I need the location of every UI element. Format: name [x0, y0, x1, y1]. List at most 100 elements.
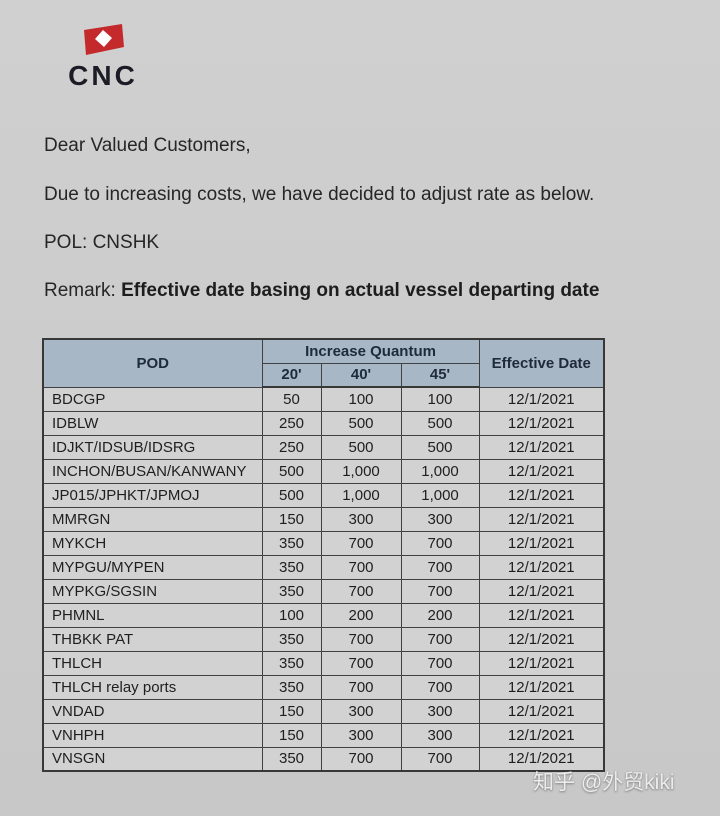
remark-text: Remark: Effective date basing on actual …	[44, 280, 599, 302]
cell-pod: VNHPH	[42, 722, 263, 748]
cell-date: 12/1/2021	[478, 482, 605, 508]
cell-q45: 500	[400, 410, 480, 436]
zhihu-watermark: 知乎 @外贸kiki	[533, 771, 675, 794]
cell-pod: IDBLW	[42, 410, 263, 436]
cell-q45: 500	[400, 434, 480, 460]
greeting-text: Dear Valued Customers,	[44, 135, 251, 156]
cell-q40: 300	[320, 506, 402, 532]
cell-q40: 500	[320, 410, 402, 436]
cell-q20: 250	[261, 410, 322, 436]
cell-q40: 700	[320, 530, 402, 556]
cell-q40: 200	[320, 602, 402, 628]
remark-bold-text: Effective date basing on actual vessel d…	[121, 280, 600, 301]
cell-q40: 1,000	[320, 458, 402, 484]
cell-q45: 300	[400, 722, 480, 748]
table-row: JP015/JPHKT/JPMOJ 500 1,000 1,000 12/1/2021	[42, 482, 605, 508]
cell-q45: 700	[400, 554, 480, 580]
cell-q40: 700	[320, 674, 402, 700]
remark-label: Remark:	[44, 280, 122, 301]
cell-date: 12/1/2021	[478, 626, 605, 652]
cell-date: 12/1/2021	[478, 386, 605, 412]
cell-date: 12/1/2021	[478, 698, 605, 724]
cell-pod: MYKCH	[42, 530, 263, 556]
table-row: IDJKT/IDSUB/IDSRG 250 500 500 12/1/2021	[42, 434, 605, 460]
header-size-40: 40'	[320, 362, 402, 388]
cell-pod: MYPGU/MYPEN	[42, 554, 263, 580]
table-row: MYPKG/SGSIN 350 700 700 12/1/2021	[42, 578, 605, 604]
cell-date: 12/1/2021	[478, 650, 605, 676]
header-size-20: 20'	[261, 362, 322, 388]
cell-q20: 350	[261, 554, 322, 580]
cell-q45: 700	[400, 746, 480, 772]
cell-q20: 150	[261, 722, 322, 748]
cell-date: 12/1/2021	[478, 506, 605, 532]
cell-q40: 700	[320, 578, 402, 604]
pol-text: POL: CNSHK	[44, 232, 160, 253]
cell-q20: 350	[261, 626, 322, 652]
cell-q20: 150	[261, 698, 322, 724]
cell-q45: 700	[400, 650, 480, 676]
cell-q40: 300	[320, 698, 402, 724]
header-increase-quantum: Increase Quantum	[261, 338, 480, 364]
cell-pod: THLCH	[42, 650, 263, 676]
cell-q20: 350	[261, 674, 322, 700]
body-text: Due to increasing costs, we have decided…	[44, 184, 595, 205]
cell-date: 12/1/2021	[478, 578, 605, 604]
cell-pod: THBKK PAT	[42, 626, 263, 652]
cell-date: 12/1/2021	[478, 554, 605, 580]
table-row: VNHPH 150 300 300 12/1/2021	[42, 722, 605, 748]
table-row: THBKK PAT 350 700 700 12/1/2021	[42, 626, 605, 652]
table-row: PHMNL 100 200 200 12/1/2021	[42, 602, 605, 628]
cell-q45: 100	[400, 386, 480, 412]
cnc-logo-text: CNC	[68, 60, 138, 91]
cell-q45: 700	[400, 530, 480, 556]
table-row: THLCH relay ports 350 700 700 12/1/2021	[42, 674, 605, 700]
cell-q20: 350	[261, 578, 322, 604]
header-size-45: 45'	[400, 362, 480, 388]
cell-q40: 700	[320, 626, 402, 652]
cell-date: 12/1/2021	[478, 722, 605, 748]
cell-q45: 700	[400, 674, 480, 700]
cell-q45: 200	[400, 602, 480, 628]
cell-q20: 350	[261, 650, 322, 676]
cell-q40: 300	[320, 722, 402, 748]
cell-pod: IDJKT/IDSUB/IDSRG	[42, 434, 263, 460]
cell-q40: 700	[320, 746, 402, 772]
table-row: MYPGU/MYPEN 350 700 700 12/1/2021	[42, 554, 605, 580]
cell-q40: 700	[320, 650, 402, 676]
table-row: IDBLW 250 500 500 12/1/2021	[42, 410, 605, 436]
cell-date: 12/1/2021	[478, 530, 605, 556]
header-pod: POD	[42, 338, 263, 388]
table-header: POD Increase Quantum Effective Date 20' …	[42, 338, 605, 388]
cell-q45: 700	[400, 578, 480, 604]
table-row: BDCGP 50 100 100 12/1/2021	[42, 386, 605, 412]
table-row: VNSGN 350 700 700 12/1/2021	[42, 746, 605, 772]
cell-pod: VNDAD	[42, 698, 263, 724]
cell-q20: 100	[261, 602, 322, 628]
cell-q40: 1,000	[320, 482, 402, 508]
table-row: MMRGN 150 300 300 12/1/2021	[42, 506, 605, 532]
cell-q20: 50	[261, 386, 322, 412]
cell-q20: 150	[261, 506, 322, 532]
table-row: INCHON/BUSAN/KANWANY 500 1,000 1,000 12/1/20…	[42, 458, 605, 484]
cell-q45: 300	[400, 506, 480, 532]
table-row: THLCH 350 700 700 12/1/2021	[42, 650, 605, 676]
cell-pod: BDCGP	[42, 386, 263, 412]
cell-q40: 100	[320, 386, 402, 412]
cell-q20: 250	[261, 434, 322, 460]
cell-q20: 350	[261, 530, 322, 556]
cell-pod: MMRGN	[42, 506, 263, 532]
cnc-flag-icon	[84, 24, 124, 55]
cnc-logo: CNC	[55, 22, 151, 92]
cell-q20: 350	[261, 746, 322, 772]
rate-increase-table: POD Increase Quantum Effective Date 20' …	[42, 338, 606, 772]
cell-q40: 500	[320, 434, 402, 460]
header-effective-date: Effective Date	[478, 338, 605, 388]
cell-q20: 500	[261, 482, 322, 508]
table-row: MYKCH 350 700 700 12/1/2021	[42, 530, 605, 556]
cell-date: 12/1/2021	[478, 746, 605, 772]
cell-date: 12/1/2021	[478, 602, 605, 628]
cell-pod: THLCH relay ports	[42, 674, 263, 700]
table-row: VNDAD 150 300 300 12/1/2021	[42, 698, 605, 724]
